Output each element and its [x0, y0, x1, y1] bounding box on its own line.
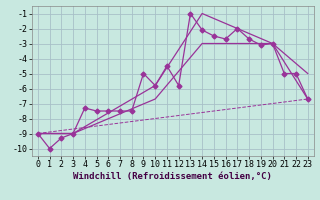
X-axis label: Windchill (Refroidissement éolien,°C): Windchill (Refroidissement éolien,°C)	[73, 172, 272, 181]
